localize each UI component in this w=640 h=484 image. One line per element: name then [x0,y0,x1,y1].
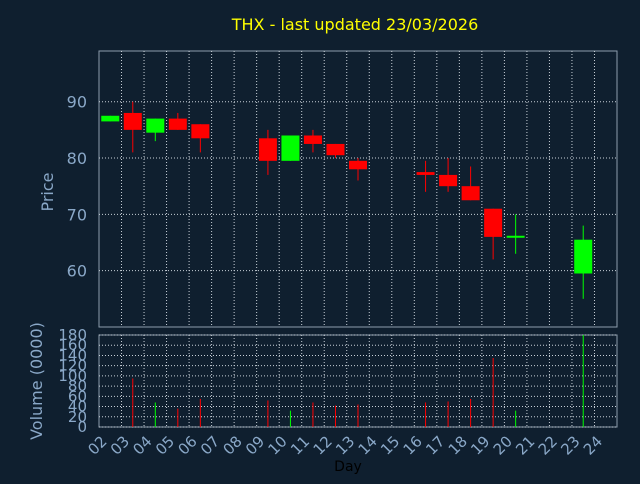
candle-body [101,115,120,122]
candle-body [123,112,142,130]
price-tick-label: 80 [67,149,87,168]
volume-tick-label: 100 [58,367,87,385]
volume-axis-label: Volume (0000) [27,322,46,440]
candle-body [146,118,165,133]
price-tick-label: 70 [67,205,87,224]
chart-title: THX - last updated 23/03/2026 [231,15,479,34]
candle-body [168,118,187,130]
candle-body [349,160,367,170]
candle-body [574,239,593,274]
price-frame [98,50,618,328]
candle-body [416,172,435,175]
price-axis-label: Price [38,172,57,211]
candle-body [281,135,300,161]
candle-body [326,143,345,156]
price-tick-label: 60 [67,262,87,281]
volume-tick-label: 180 [58,326,87,344]
volume-tick-label: 120 [58,357,87,375]
x-tick-label: 24 [580,432,606,458]
price-tick-label: 90 [67,93,87,112]
candle-body [484,208,503,237]
volume-tick-label: 60 [68,387,87,405]
volume-tick-label: 40 [68,398,87,416]
candle-body [506,235,525,238]
volume-tick-label: 160 [58,336,87,354]
candle-body [258,138,277,161]
candle-body [191,124,210,139]
volume-tick-label: 140 [58,346,87,364]
volume-tick-label: 80 [68,377,87,395]
volume-tick-label: 20 [68,408,87,426]
price-panel: 60 70 80 90 [67,50,618,328]
x-axis-label: Day [334,459,362,475]
volume-tick-label: 0 [77,418,87,436]
volume-panel: 0204060801001201401601800203040506070809… [58,326,618,459]
candle-body [303,135,322,144]
candle-body [439,174,458,187]
candle-body [461,186,480,201]
